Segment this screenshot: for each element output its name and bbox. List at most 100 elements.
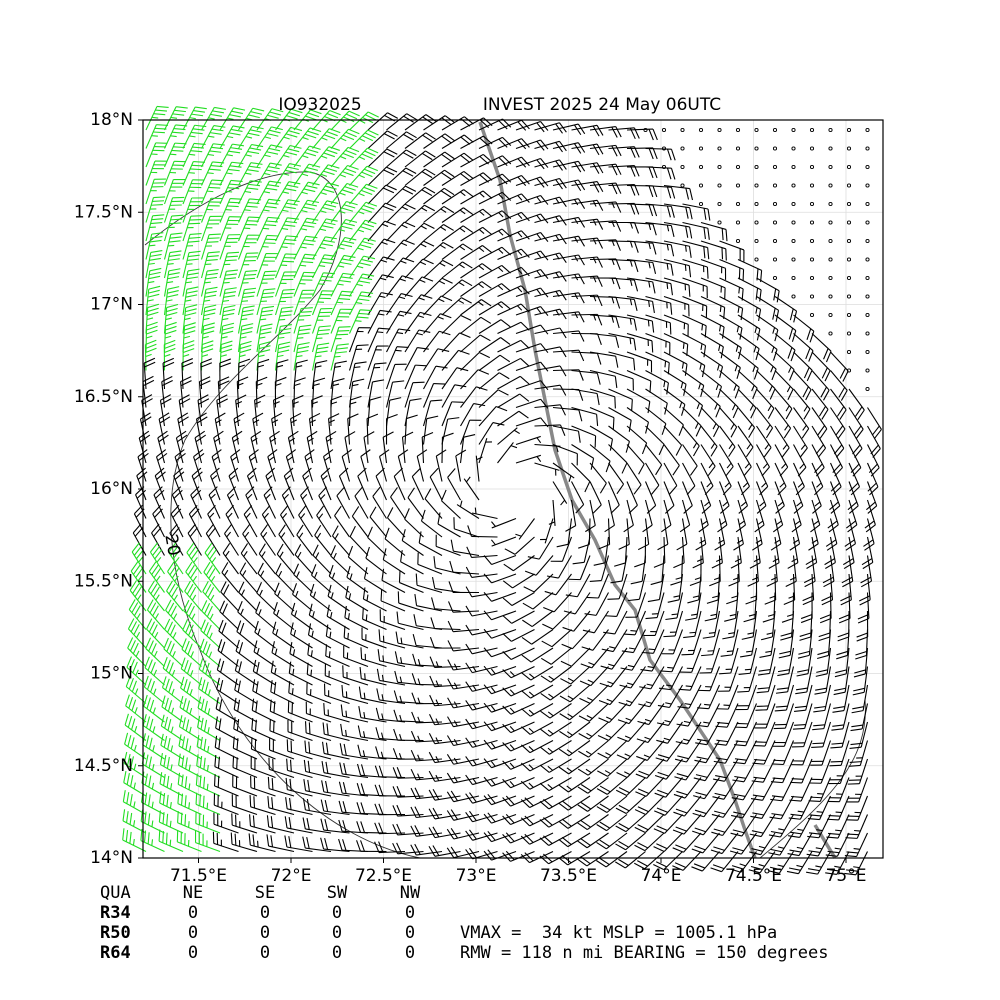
barb-feather <box>498 372 510 380</box>
barb-feather <box>192 146 204 149</box>
barb-half <box>498 230 504 236</box>
wind-barb <box>441 261 473 279</box>
barb-feather <box>263 288 276 291</box>
barb-feather <box>287 199 300 203</box>
wind-barb <box>441 152 474 168</box>
barb-half <box>227 512 233 519</box>
barb-staff <box>607 481 620 506</box>
barb-staff <box>330 309 341 334</box>
barb-feather <box>407 487 415 498</box>
barb-half <box>719 305 722 312</box>
barb-feather <box>638 463 645 475</box>
wind-barb <box>225 505 239 538</box>
barb-staff <box>608 351 634 360</box>
wind-barb <box>497 175 530 187</box>
barb-feather <box>577 431 581 443</box>
wind-barb <box>460 263 492 279</box>
barb-staff <box>423 259 444 279</box>
wind-barb <box>717 499 728 533</box>
barb-half <box>749 404 754 411</box>
barb-feather <box>197 416 208 424</box>
barb-staff <box>348 363 356 390</box>
barb-feather <box>275 376 287 383</box>
barb-half <box>149 244 156 247</box>
barb-feather <box>206 258 218 262</box>
barb-staff <box>756 333 778 350</box>
wind-barb <box>311 272 335 297</box>
wind-barb <box>552 142 586 154</box>
barb-half <box>611 316 615 323</box>
barb-feather <box>360 276 373 281</box>
calm-dot <box>865 368 870 373</box>
barb-staff <box>663 444 680 466</box>
barb-feather <box>343 625 346 638</box>
barb-feather <box>145 343 157 350</box>
barb-feather <box>314 524 322 536</box>
barb-feather <box>315 360 328 364</box>
barb-half <box>718 344 721 352</box>
wind-barb <box>219 269 238 297</box>
barb-staff <box>385 346 398 371</box>
barb-half <box>311 401 318 405</box>
wind-barb <box>423 348 450 371</box>
barb-feather <box>517 139 527 150</box>
barb-half <box>273 401 280 405</box>
barb-feather <box>191 489 202 499</box>
barb-feather <box>495 405 508 412</box>
calm-dot <box>865 183 870 188</box>
barb-staff <box>544 518 554 544</box>
wind-barb <box>404 364 427 390</box>
barb-feather <box>237 376 249 383</box>
wind-barb <box>515 231 549 242</box>
barb-staff <box>663 407 684 426</box>
wind-barb <box>737 444 752 477</box>
barb-staff <box>552 254 579 261</box>
barb-feather <box>769 388 776 400</box>
wind-barb <box>645 184 676 199</box>
wind-barb <box>242 524 258 556</box>
barb-staff <box>145 252 152 279</box>
barb-half <box>340 137 347 142</box>
barb-staff <box>515 250 541 261</box>
wind-barb <box>348 327 371 353</box>
wind-barb <box>312 254 336 279</box>
barb-staff <box>182 289 188 316</box>
barb-feather <box>213 143 225 146</box>
wind-barb <box>213 430 224 464</box>
wind-barb <box>552 198 586 209</box>
barb-staff <box>497 138 522 150</box>
barb-staff <box>663 332 688 345</box>
wind-barb <box>867 407 882 440</box>
calm-dot <box>698 201 704 207</box>
barb-staff <box>386 257 404 279</box>
barb-feather <box>185 304 198 309</box>
barb-feather <box>386 414 398 420</box>
barb-half <box>746 443 752 450</box>
barb-staff <box>256 217 269 242</box>
barb-feather <box>345 131 357 138</box>
barb-staff <box>182 216 192 242</box>
barb-half <box>440 226 447 231</box>
barb-feather <box>142 375 154 383</box>
barb-staff <box>682 295 707 307</box>
wind-barb <box>201 143 225 168</box>
barb-feather <box>285 169 297 174</box>
barb-feather <box>703 227 706 240</box>
barb-half <box>147 281 155 284</box>
barb-feather <box>309 127 322 133</box>
barb-feather <box>803 367 810 379</box>
wind-barb <box>386 131 417 149</box>
wind-barb <box>774 351 795 381</box>
barb-feather <box>631 399 633 412</box>
barb-feather <box>605 460 611 473</box>
wind-barb <box>552 216 586 228</box>
wind-barb <box>367 379 385 408</box>
wind-barb <box>404 276 434 297</box>
barb-feather <box>156 471 166 480</box>
wind-barb <box>589 444 611 473</box>
wind-barb <box>515 194 549 205</box>
barb-staff <box>755 481 767 506</box>
barb-half <box>164 353 171 358</box>
wind-barb <box>515 435 542 446</box>
barb-staff <box>351 515 369 538</box>
